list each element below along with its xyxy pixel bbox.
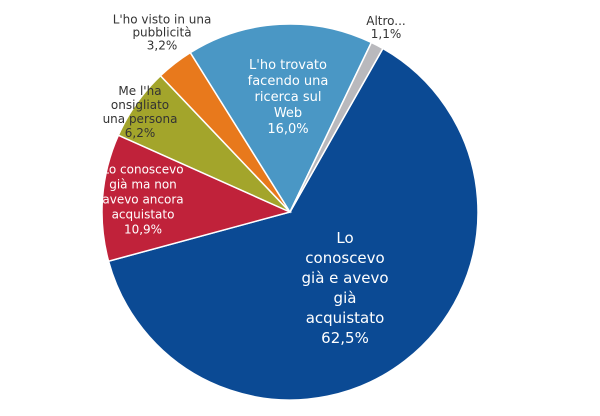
category-label: Lo conoscevo già e avevo già acquistato bbox=[301, 229, 389, 327]
pie-slice bbox=[101, 134, 293, 263]
value-label: 10,9% bbox=[123, 222, 163, 237]
category-label: L'ho trovato facendo una ricerca sul Web bbox=[247, 58, 329, 121]
slice-label: L'ho visto in una pubblicità 3,2% bbox=[107, 12, 217, 53]
slice-label: Lo conoscevo già e avevo già acquistato 6… bbox=[300, 228, 390, 348]
category-label: Lo conoscevo già ma non avevo ancora acq… bbox=[102, 162, 184, 222]
value-label: 62,5% bbox=[321, 329, 369, 347]
slice-label: Lo conoscevo già ma non avevo ancora acq… bbox=[98, 163, 188, 238]
value-label: 6,2% bbox=[124, 126, 156, 140]
pie-slice bbox=[189, 23, 373, 214]
value-label: 16,0% bbox=[267, 122, 309, 137]
category-label: Me l'ha onsigliato una persona bbox=[102, 84, 178, 126]
category-label: Altro... bbox=[366, 14, 406, 28]
pie-slice bbox=[289, 41, 384, 213]
pie-slice bbox=[107, 47, 479, 401]
value-label: 3,2% bbox=[146, 38, 178, 53]
slice-label: Me l'ha onsigliato una persona 6,2% bbox=[100, 84, 180, 140]
slice-label: L'ho trovato facendo una ricerca sul Web… bbox=[243, 58, 333, 138]
value-label: 1,1% bbox=[370, 27, 402, 41]
category-label: L'ho visto in una pubblicità bbox=[112, 12, 212, 40]
slice-label: Altro... 1,1% bbox=[356, 15, 416, 41]
